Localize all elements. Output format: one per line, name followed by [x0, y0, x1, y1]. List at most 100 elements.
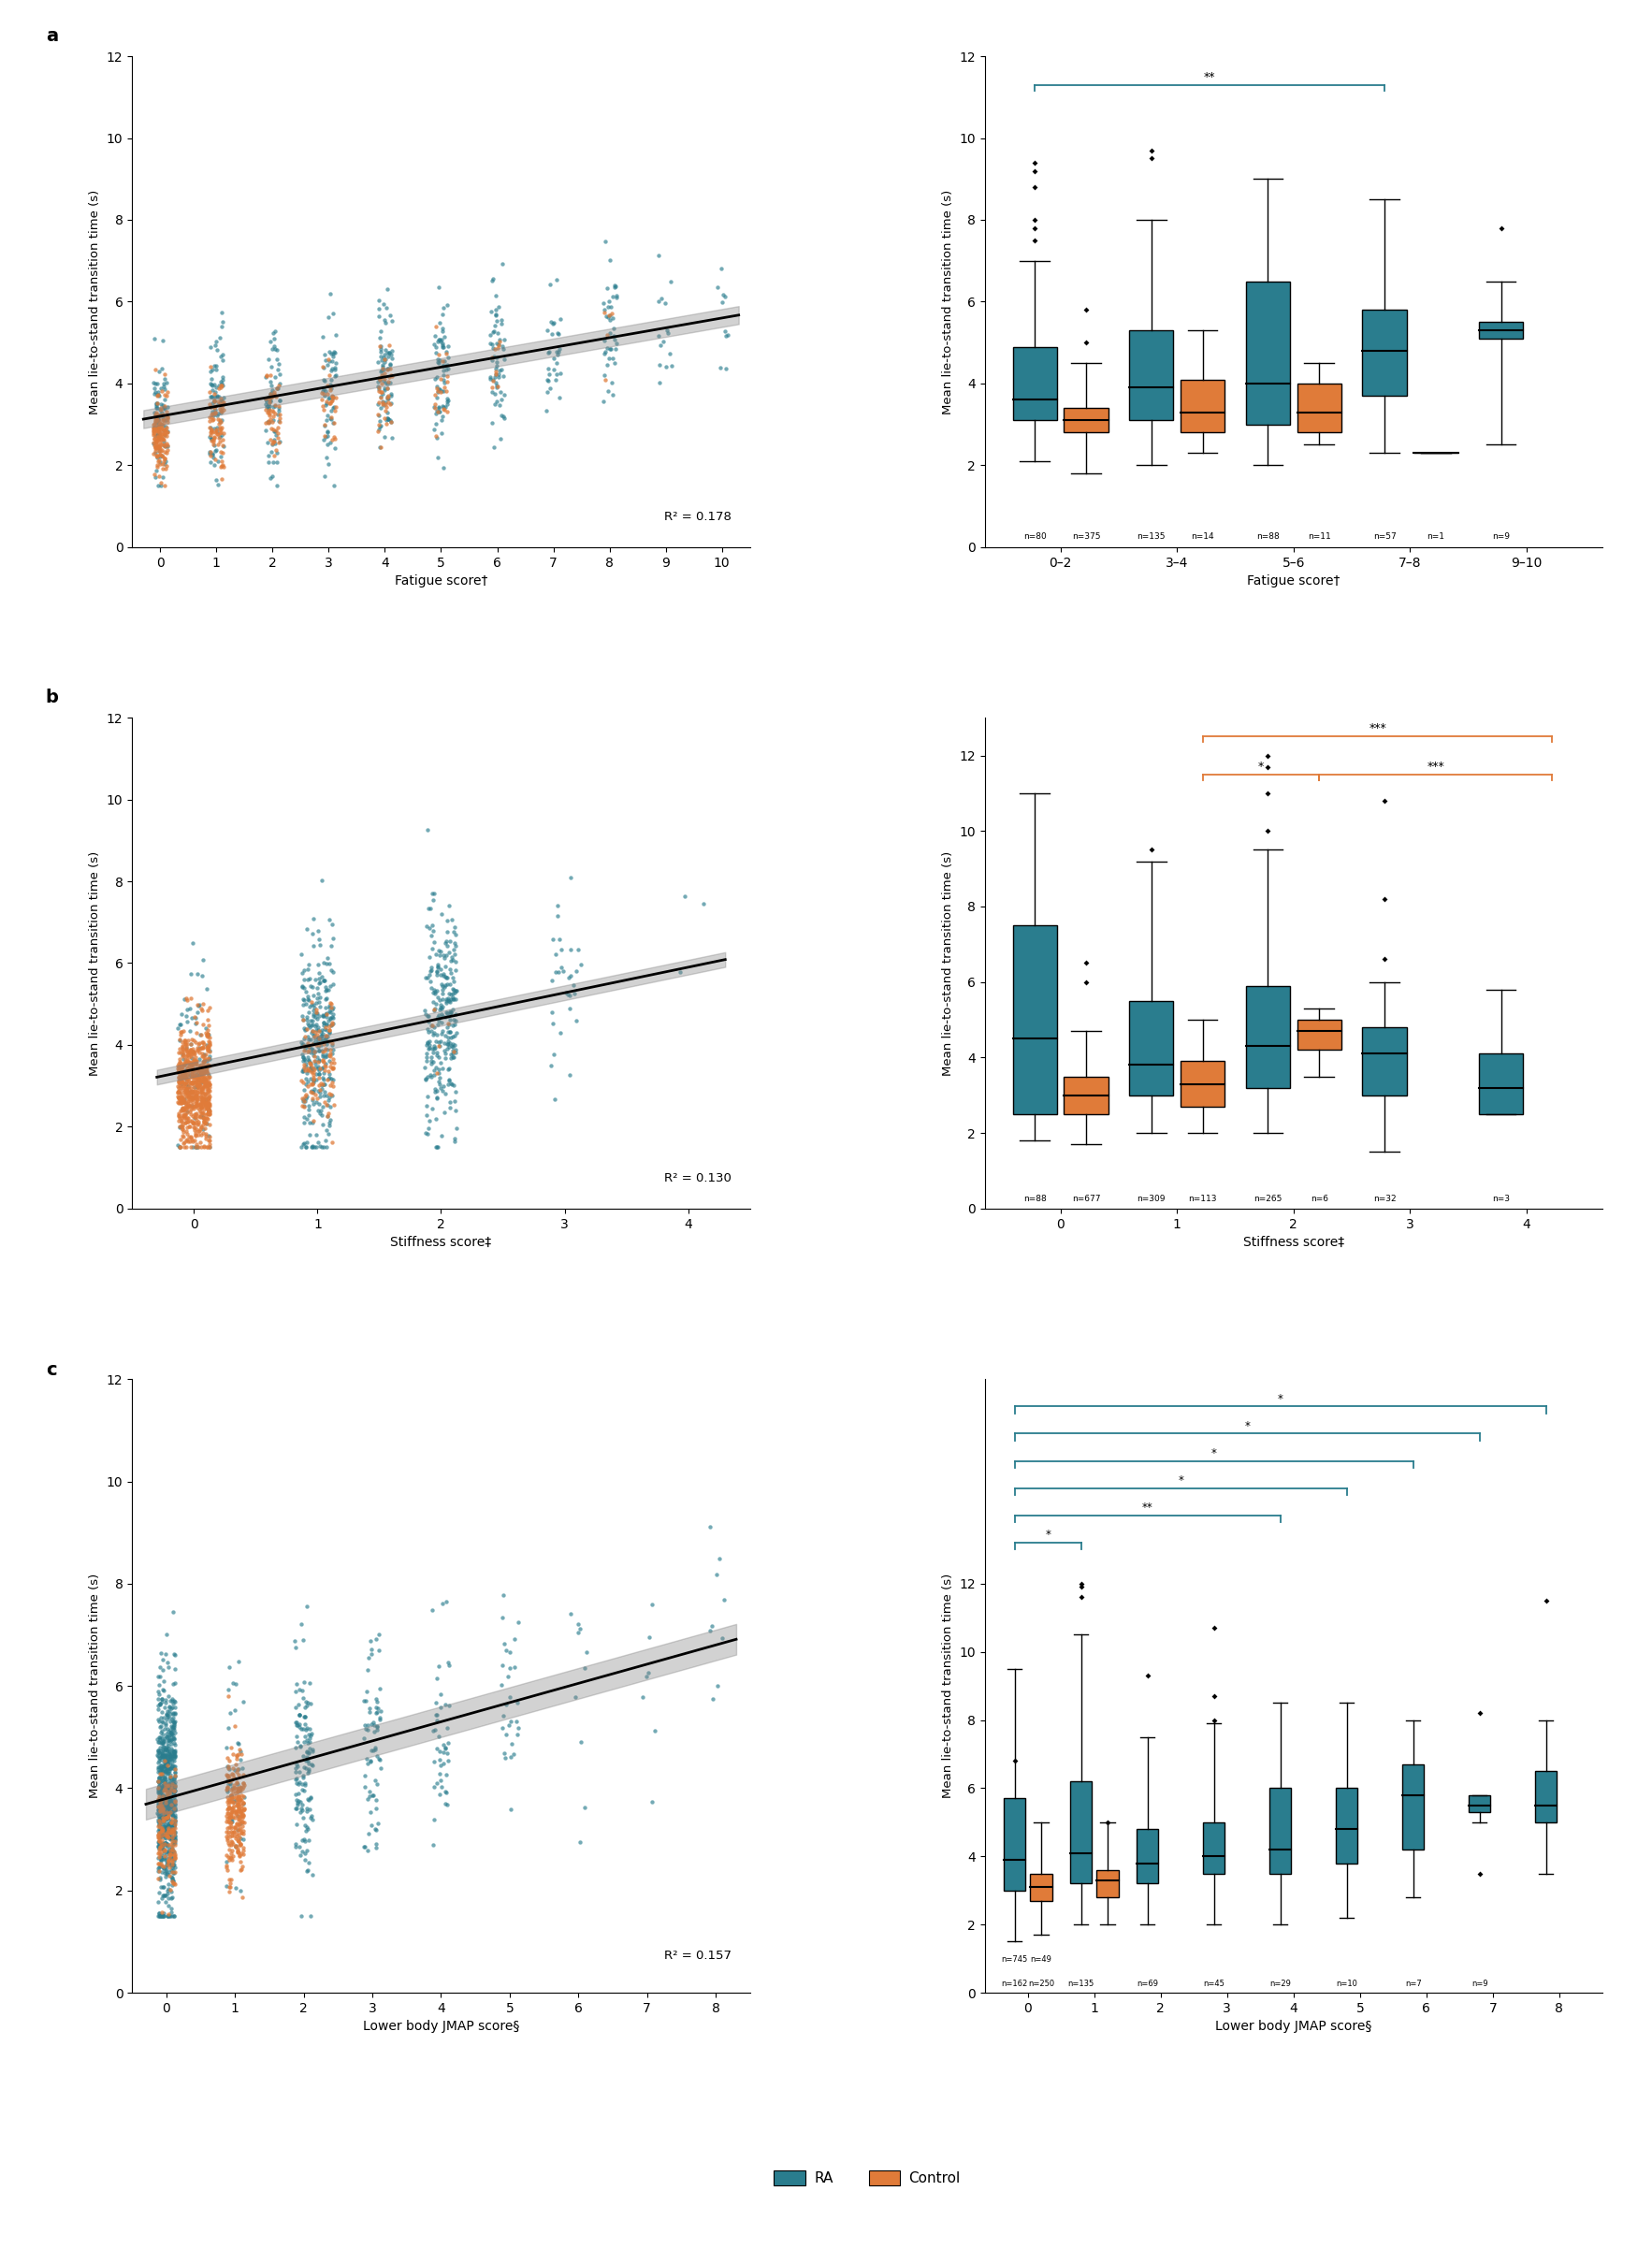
Point [294, 1790, 320, 1826]
Point [291, 1028, 317, 1064]
Point [190, 1044, 216, 1080]
Point [312, 990, 339, 1026]
Point [307, 1021, 334, 1057]
Text: n=309: n=309 [1137, 1194, 1166, 1203]
Point [177, 1032, 203, 1068]
Point [312, 1019, 339, 1055]
Point [317, 394, 344, 430]
Point [423, 1702, 449, 1738]
Point [157, 1754, 183, 1790]
Point [220, 1817, 246, 1853]
Point [195, 1017, 221, 1053]
Point [297, 1053, 324, 1089]
Point [595, 299, 621, 335]
Point [416, 1030, 443, 1066]
Point [157, 1768, 183, 1804]
Point [178, 1057, 205, 1093]
Point [180, 1129, 206, 1165]
Point [145, 1819, 172, 1855]
Point [208, 308, 235, 344]
Point [185, 1129, 211, 1165]
Point [600, 299, 626, 335]
Point [180, 1021, 206, 1057]
Point [155, 1795, 182, 1831]
Point [172, 1057, 198, 1093]
Point [159, 1797, 185, 1833]
Point [306, 1044, 332, 1080]
Point [309, 376, 335, 412]
Point [292, 1687, 319, 1723]
Point [157, 1743, 183, 1779]
Point [203, 416, 230, 452]
Point [145, 430, 172, 466]
Point [147, 1754, 173, 1790]
Point [565, 1615, 591, 1651]
Text: n=162: n=162 [1001, 1979, 1028, 1988]
Point [704, 1556, 730, 1592]
Point [173, 1073, 200, 1109]
Point [297, 1129, 324, 1165]
Point [177, 1093, 203, 1129]
Point [443, 945, 469, 981]
Point [375, 351, 401, 387]
Point [173, 1109, 200, 1145]
Point [188, 1091, 215, 1127]
Point [147, 1792, 173, 1828]
Point [208, 409, 235, 445]
Point [142, 412, 169, 448]
Point [309, 389, 335, 425]
Bar [1130, 1001, 1173, 1095]
Point [423, 1100, 449, 1136]
Point [486, 326, 512, 362]
Point [145, 1750, 172, 1786]
Point [312, 1010, 339, 1046]
Point [317, 985, 344, 1021]
Point [220, 1756, 246, 1792]
Point [145, 1765, 172, 1801]
Point [362, 1810, 388, 1846]
Point [154, 1833, 180, 1869]
Bar [1403, 1763, 1424, 1849]
Point [159, 1716, 185, 1752]
Point [225, 1808, 251, 1844]
Point [291, 1750, 317, 1786]
Point [154, 400, 180, 436]
Point [145, 1788, 172, 1824]
Point [226, 1741, 253, 1777]
Point [368, 387, 395, 423]
Point [535, 362, 562, 398]
Point [215, 1774, 241, 1810]
Point [319, 990, 345, 1026]
Point [319, 1005, 345, 1041]
Point [160, 1765, 187, 1801]
Point [591, 333, 618, 369]
Point [169, 1082, 195, 1118]
Point [317, 1080, 344, 1116]
Point [322, 351, 349, 387]
Point [157, 1898, 183, 1934]
Point [145, 1853, 172, 1889]
Point [426, 1066, 453, 1102]
Point [144, 1828, 170, 1864]
Point [200, 394, 226, 430]
Point [373, 335, 400, 371]
Point [173, 1122, 200, 1158]
Point [175, 1039, 202, 1075]
Point [202, 396, 228, 432]
Point [322, 421, 349, 457]
Point [187, 1082, 213, 1118]
Point [182, 1113, 208, 1149]
Point [147, 1898, 173, 1934]
Point [149, 1779, 175, 1815]
Point [301, 1062, 327, 1098]
Point [481, 340, 507, 376]
Point [155, 1765, 182, 1801]
Point [438, 994, 464, 1030]
Point [434, 1709, 461, 1745]
Point [218, 1729, 244, 1765]
Text: n=57: n=57 [1373, 533, 1396, 542]
Point [165, 1064, 192, 1100]
Point [157, 1702, 183, 1738]
Point [177, 1077, 203, 1113]
Point [481, 331, 507, 367]
